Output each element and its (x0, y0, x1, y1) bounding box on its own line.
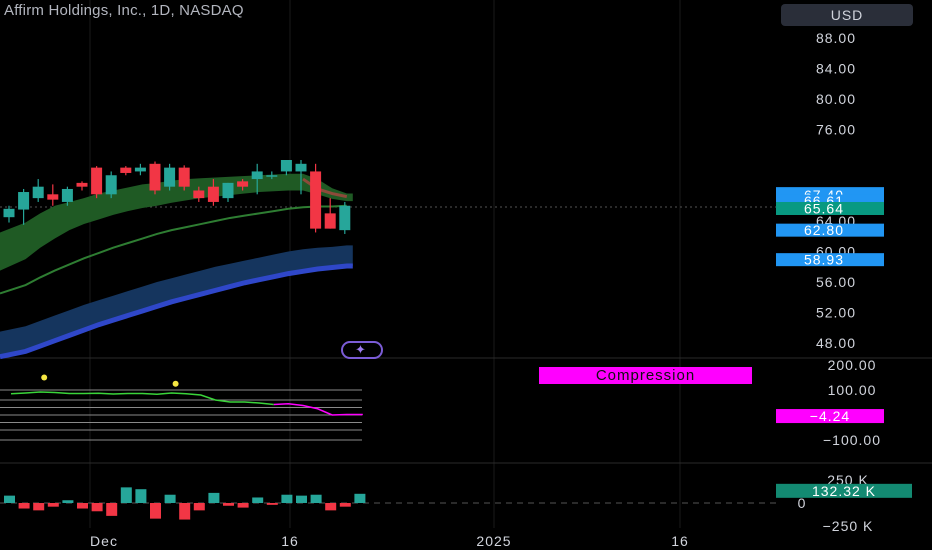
time-axis-label: 16 (281, 533, 299, 549)
volume-pane (4, 487, 366, 520)
oscillator-line (10, 391, 274, 406)
oscillator-axis-label: 200.00 (828, 357, 877, 373)
volume-bar (281, 494, 293, 503)
volume-bar (106, 503, 118, 516)
candle-body (207, 186, 219, 202)
candle-body (32, 186, 44, 199)
time-axis-label: Dec (90, 533, 118, 549)
compression-label: Compression (539, 367, 752, 384)
grid-lines (0, 0, 932, 528)
candle-body (61, 188, 73, 202)
green-ema-line (0, 204, 347, 295)
oscillator-signal-dot (41, 374, 48, 381)
ai-assistant-button[interactable]: ✦ (341, 341, 383, 359)
volume-bar (47, 503, 59, 507)
candle-body (76, 182, 88, 187)
price-axis-label: 80.00 (816, 91, 856, 107)
currency-button[interactable]: USD (781, 4, 913, 26)
oscillator-axis[interactable]: 200.00 100.00 −100.00 −4.24 (776, 357, 884, 448)
oscillator-pane (0, 374, 363, 441)
candle-body (339, 205, 351, 231)
volume-axis-label: 0 (798, 495, 807, 511)
volume-bar (4, 495, 15, 503)
candle-body (164, 167, 176, 187)
volume-value-tag (776, 483, 912, 498)
volume-bar (164, 494, 176, 503)
volume-axis-label: −250 K (823, 518, 874, 534)
time-axis[interactable]: Dec 16 2025 16 (90, 533, 689, 549)
candlestick-series (3, 160, 351, 234)
oscillator-value-label: −4.24 (810, 408, 850, 424)
candle-body (47, 194, 59, 200)
price-tag-label: 62.80 (804, 222, 844, 238)
volume-bar (179, 503, 191, 520)
volume-bar (193, 503, 205, 511)
oscillator-signal-dot (172, 380, 179, 387)
oscillator-value-tag (776, 409, 884, 424)
blue-cloud-band (0, 245, 353, 357)
chart-title: Affirm Holdings, Inc., 1D, NASDAQ (4, 2, 244, 19)
price-tag (776, 201, 884, 215)
candle-body (266, 175, 278, 177)
moving-average-bands (0, 173, 353, 360)
volume-bar (91, 503, 103, 512)
price-axis-label: 56.00 (816, 274, 856, 290)
volume-bar (237, 503, 249, 508)
price-tag-label: 58.93 (804, 252, 844, 268)
candle-body (295, 163, 307, 172)
volume-bar (252, 497, 264, 503)
volume-bar (310, 494, 322, 503)
volume-bar (266, 503, 278, 505)
blue-band-edge (0, 263, 353, 360)
time-axis-label: 16 (671, 533, 689, 549)
volume-bar (77, 503, 88, 509)
sparkle-icon: ✦ (355, 342, 366, 357)
volume-bar (354, 493, 366, 503)
candle-body (134, 167, 146, 172)
price-axis-label: 52.00 (816, 305, 856, 321)
candle-body (324, 213, 336, 229)
price-axis-label: 48.00 (816, 335, 856, 351)
candle-body (105, 175, 117, 195)
candle-body (251, 171, 263, 180)
price-tag (776, 253, 884, 267)
candle-body (193, 190, 205, 199)
candle-body (222, 182, 234, 199)
oscillator-line-compression (273, 402, 363, 416)
volume-bar (33, 503, 45, 511)
candle-body (280, 160, 292, 172)
volume-bar (120, 487, 132, 503)
candle-body (18, 192, 30, 210)
oscillator-axis-label: 100.00 (828, 382, 877, 398)
time-axis-label: 2025 (476, 533, 511, 549)
green-cloud-band (0, 173, 353, 271)
candle-body (149, 163, 161, 191)
candle-body (237, 181, 249, 187)
candle-body (91, 167, 103, 195)
candle-body (120, 167, 132, 173)
price-axis-label: 76.00 (816, 122, 856, 138)
candle-body (310, 171, 322, 229)
volume-bar (325, 503, 337, 511)
volume-bar (296, 495, 307, 503)
oscillator-axis-label: −100.00 (823, 432, 881, 448)
price-axis[interactable]: 88.0084.0080.0076.0064.0060.0056.0052.00… (776, 30, 884, 351)
volume-bar (150, 503, 161, 519)
candle-body (3, 208, 15, 218)
volume-value-label: 132.32 K (812, 483, 876, 499)
price-tag (776, 223, 884, 237)
price-tag-label: 65.64 (804, 200, 844, 216)
volume-bar (208, 492, 220, 503)
price-axis-label: 88.00 (816, 30, 856, 46)
volume-bar (223, 503, 234, 506)
volume-bar (339, 503, 351, 507)
volume-bar (18, 503, 30, 509)
volume-bar (135, 489, 147, 503)
candle-body (178, 167, 190, 187)
price-axis-label: 84.00 (816, 61, 856, 77)
volume-bar (62, 500, 74, 503)
